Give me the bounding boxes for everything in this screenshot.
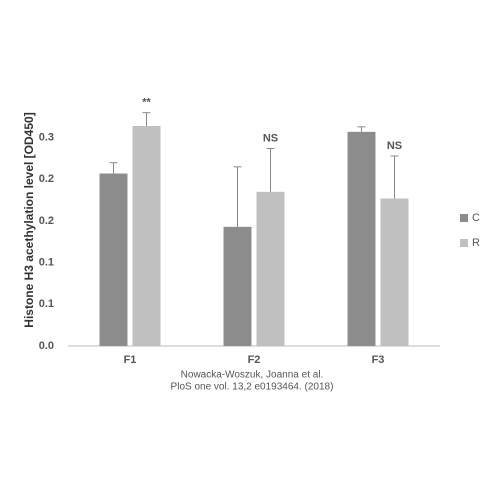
- bar: [256, 191, 285, 346]
- x-tick-label: F3: [372, 354, 385, 366]
- y-tick-label: 0.0: [39, 340, 54, 352]
- y-tick-label: 0.3: [39, 132, 54, 144]
- bar: [223, 226, 252, 346]
- y-tick-label: 0.1: [39, 298, 54, 310]
- legend-label: C: [472, 212, 480, 224]
- annotation: NS: [387, 140, 402, 152]
- bar: [380, 198, 409, 346]
- citation: Nowacka-Woszuk, Joanna et al.: [181, 370, 324, 381]
- legend-swatch: [460, 214, 468, 222]
- bar: [132, 126, 161, 346]
- annotation: NS: [263, 132, 278, 144]
- citation: PloS one vol. 13,2 e0193464. (2018): [171, 382, 334, 393]
- annotation: **: [142, 97, 151, 109]
- y-tick-label: 0.1: [39, 257, 54, 269]
- legend-swatch: [460, 239, 468, 247]
- y-axis-label: Histone H3 acethylation level [OD450]: [22, 112, 36, 327]
- bar: [347, 131, 376, 346]
- bar: [99, 173, 128, 346]
- y-tick-label: 0.2: [39, 173, 54, 185]
- x-tick-label: F2: [248, 354, 261, 366]
- legend-label: R: [472, 237, 480, 249]
- x-tick-label: F1: [124, 354, 137, 366]
- y-tick-label: 0.2: [39, 215, 54, 227]
